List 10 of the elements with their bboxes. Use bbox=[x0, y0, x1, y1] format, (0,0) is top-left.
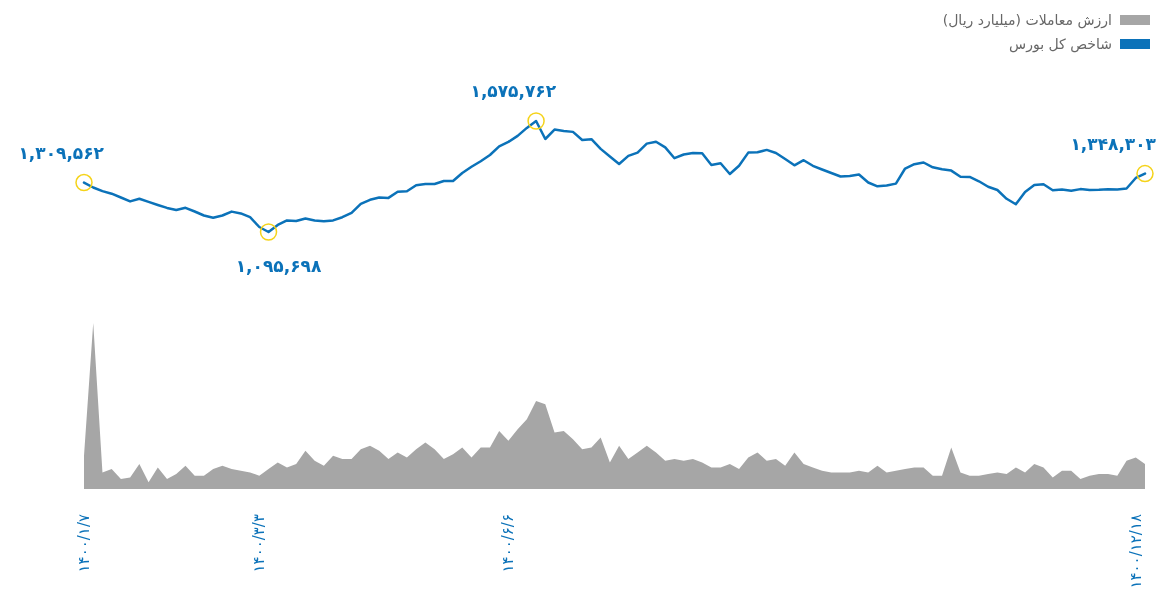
x-tick-label: ۱۴۰۰/۱۲/۱۸ bbox=[1126, 514, 1145, 589]
data-label: ۱,۳۰۹,۵۶۲ bbox=[18, 142, 105, 163]
legend-label: شاخص کل بورس bbox=[1009, 36, 1112, 53]
data-label: ۱,۵۷۵,۷۶۲ bbox=[470, 81, 557, 101]
x-tick-label: ۱۴۰۰/۶/۶ bbox=[499, 514, 518, 573]
x-tick-label: ۱۴۰۰/۱/۷ bbox=[75, 514, 93, 573]
legend-label: ارزش معاملات (میلیارد ریال) bbox=[942, 12, 1112, 29]
data-label: ۱,۳۴۸,۳۰۳ bbox=[1070, 133, 1157, 154]
data-label: ۱,۰۹۵,۶۹۸ bbox=[235, 256, 322, 276]
x-tick-label: ۱۴۰۰/۳/۳ bbox=[250, 514, 269, 573]
